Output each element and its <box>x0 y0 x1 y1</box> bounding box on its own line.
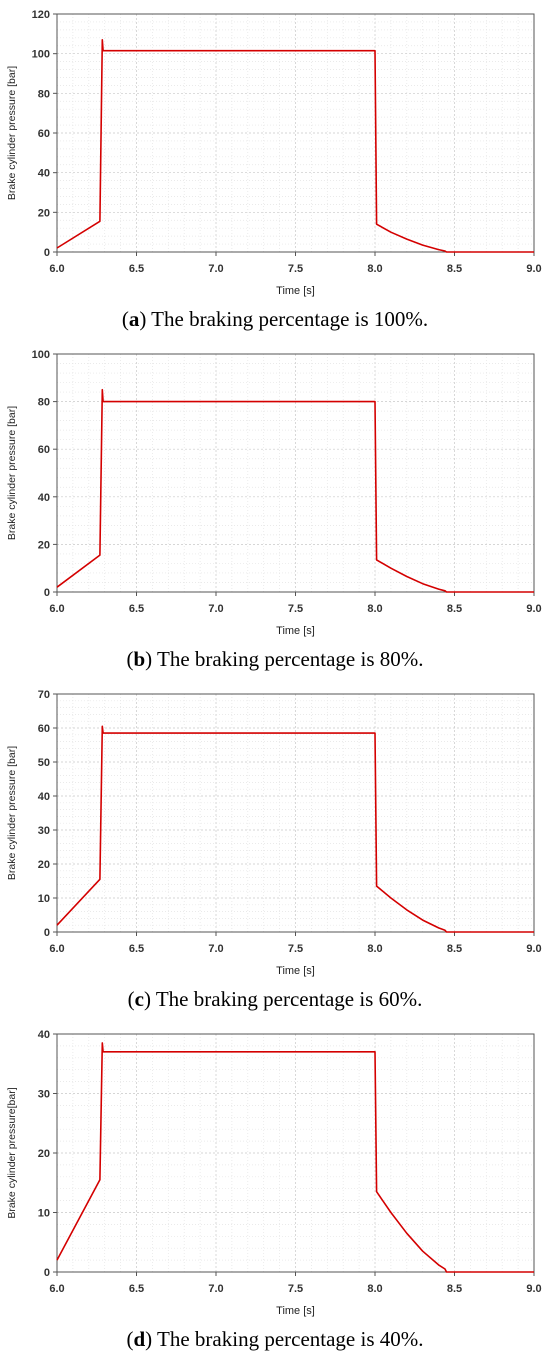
caption-a-letter: a <box>128 307 140 331</box>
pressure-series-line-c <box>56 725 534 933</box>
x-tick-label: 6.0 <box>49 943 64 955</box>
plot-area <box>57 354 534 592</box>
x-tick-label: 9.0 <box>526 943 541 955</box>
x-tick-label: 8.5 <box>447 1283 462 1295</box>
x-tick-label: 8.0 <box>367 263 382 275</box>
y-tick-label: 0 <box>44 587 50 599</box>
pressure-series-line-b <box>56 388 534 593</box>
caption-c-letter: c <box>134 987 144 1011</box>
chart-panel-d: 6.0 6.5 7.0 7.5 8.0 8.5 9.0 0 10 20 30 40 Time [s] Br… <box>0 1020 550 1364</box>
caption-b-letter: b <box>133 647 146 671</box>
caption-c: (c) The braking percentage is 60%. <box>127 987 423 1011</box>
y-tick-label: 30 <box>38 1089 50 1101</box>
x-tick-label: 8.0 <box>367 1283 382 1295</box>
caption-d-text: The braking percentage is 40%. <box>152 1327 424 1351</box>
x-tick-label: 9.0 <box>526 603 541 615</box>
chart-panel-a: 6.0 6.5 7.0 7.5 8.0 8.5 9.0 0 20 40 60 80 100 120 Time… <box>0 0 550 340</box>
x-tick-label: 6.5 <box>129 1283 144 1295</box>
chart-c: 6.0 6.5 7.0 7.5 8.0 8.5 9.0 0 10 20 30 40 50 60 70 Time… <box>6 689 542 977</box>
y-tick-label: 30 <box>38 825 50 837</box>
pressure-series-line-a <box>56 38 534 253</box>
x-tick-label: 7.0 <box>208 603 223 615</box>
y-tick-label: 0 <box>44 1267 50 1279</box>
x-axis-label: Time [s] <box>276 965 315 977</box>
y-tick-label: 80 <box>38 397 50 409</box>
x-tick-label: 7.5 <box>288 263 303 275</box>
caption-d-letter: d <box>133 1327 146 1351</box>
plot-area <box>57 694 534 932</box>
chart-panel-c: 6.0 6.5 7.0 7.5 8.0 8.5 9.0 0 10 20 30 40 50 60 70 Time… <box>0 680 550 1020</box>
x-tick-label: 7.0 <box>208 1283 223 1295</box>
chart-a: 6.0 6.5 7.0 7.5 8.0 8.5 9.0 0 20 40 60 80 100 120 Time… <box>6 9 542 297</box>
y-tick-label: 80 <box>38 88 50 100</box>
y-axis-label: Brake cylinder pressure [bar] <box>6 66 18 200</box>
y-tick-label: 60 <box>38 723 50 735</box>
y-tick-label: 40 <box>38 1029 50 1041</box>
x-tick-label: 6.0 <box>49 603 64 615</box>
y-tick-label: 40 <box>38 791 50 803</box>
x-tick-label: 7.5 <box>288 603 303 615</box>
x-axis-label: Time [s] <box>276 625 315 637</box>
y-tick-label: 120 <box>32 9 50 21</box>
caption-c-text: The braking percentage is 60%. <box>150 987 423 1011</box>
y-tick-label: 100 <box>32 349 50 361</box>
x-tick-label: 6.5 <box>129 943 144 955</box>
y-tick-label: 40 <box>38 168 50 180</box>
y-tick-label: 0 <box>44 927 50 939</box>
y-tick-label: 20 <box>38 539 50 551</box>
x-tick-label: 7.0 <box>208 943 223 955</box>
y-tick-label: 60 <box>38 128 50 140</box>
chart-b: 6.0 6.5 7.0 7.5 8.0 8.5 9.0 0 20 40 60 80 100 Time [s… <box>6 349 542 637</box>
x-axis-label: Time [s] <box>276 1305 315 1317</box>
caption-a: (a) The braking percentage is 100%. <box>121 307 429 331</box>
y-tick-label: 20 <box>38 859 50 871</box>
y-axis-label: Brake cylinder pressure [bar] <box>6 746 18 880</box>
y-tick-label: 0 <box>44 247 50 259</box>
y-axis-label: Brake cylinder pressure[bar] <box>6 1087 18 1218</box>
x-tick-label: 8.5 <box>447 943 462 955</box>
x-tick-label: 7.5 <box>288 943 303 955</box>
y-axis-label: Brake cylinder pressure [bar] <box>6 406 18 540</box>
y-tick-label: 20 <box>38 1148 50 1160</box>
y-tick-label: 20 <box>38 207 50 219</box>
chart-d: 6.0 6.5 7.0 7.5 8.0 8.5 9.0 0 10 20 30 40 Time [s] Br… <box>6 1029 542 1317</box>
y-tick-label: 60 <box>38 444 50 456</box>
x-axis-label: Time [s] <box>276 285 315 297</box>
x-tick-label: 8.0 <box>367 603 382 615</box>
x-tick-label: 8.5 <box>447 603 462 615</box>
chart-panel-b: 6.0 6.5 7.0 7.5 8.0 8.5 9.0 0 20 40 60 80 100 Time [s… <box>0 340 550 680</box>
x-tick-label: 7.0 <box>208 263 223 275</box>
y-tick-label: 50 <box>38 757 50 769</box>
x-tick-label: 6.5 <box>129 603 144 615</box>
y-tick-label: 10 <box>38 893 50 905</box>
x-tick-label: 6.0 <box>49 263 64 275</box>
y-tick-label: 40 <box>38 492 50 504</box>
caption-b: (b) The braking percentage is 80%. <box>126 647 424 671</box>
caption-a-text: The braking percentage is 100%. <box>146 307 429 331</box>
x-tick-label: 6.0 <box>49 1283 64 1295</box>
pressure-series-line-d <box>56 1042 534 1273</box>
y-tick-label: 70 <box>38 689 50 701</box>
x-tick-label: 9.0 <box>526 1283 541 1295</box>
x-tick-label: 7.5 <box>288 1283 303 1295</box>
caption-d: (d) The braking percentage is 40%. <box>126 1327 424 1351</box>
x-tick-label: 8.5 <box>447 263 462 275</box>
y-tick-label: 10 <box>38 1208 50 1220</box>
caption-b-text: The braking percentage is 80%. <box>152 647 424 671</box>
x-tick-label: 8.0 <box>367 943 382 955</box>
y-tick-label: 100 <box>32 49 50 61</box>
x-tick-label: 9.0 <box>526 263 541 275</box>
x-tick-label: 6.5 <box>129 263 144 275</box>
